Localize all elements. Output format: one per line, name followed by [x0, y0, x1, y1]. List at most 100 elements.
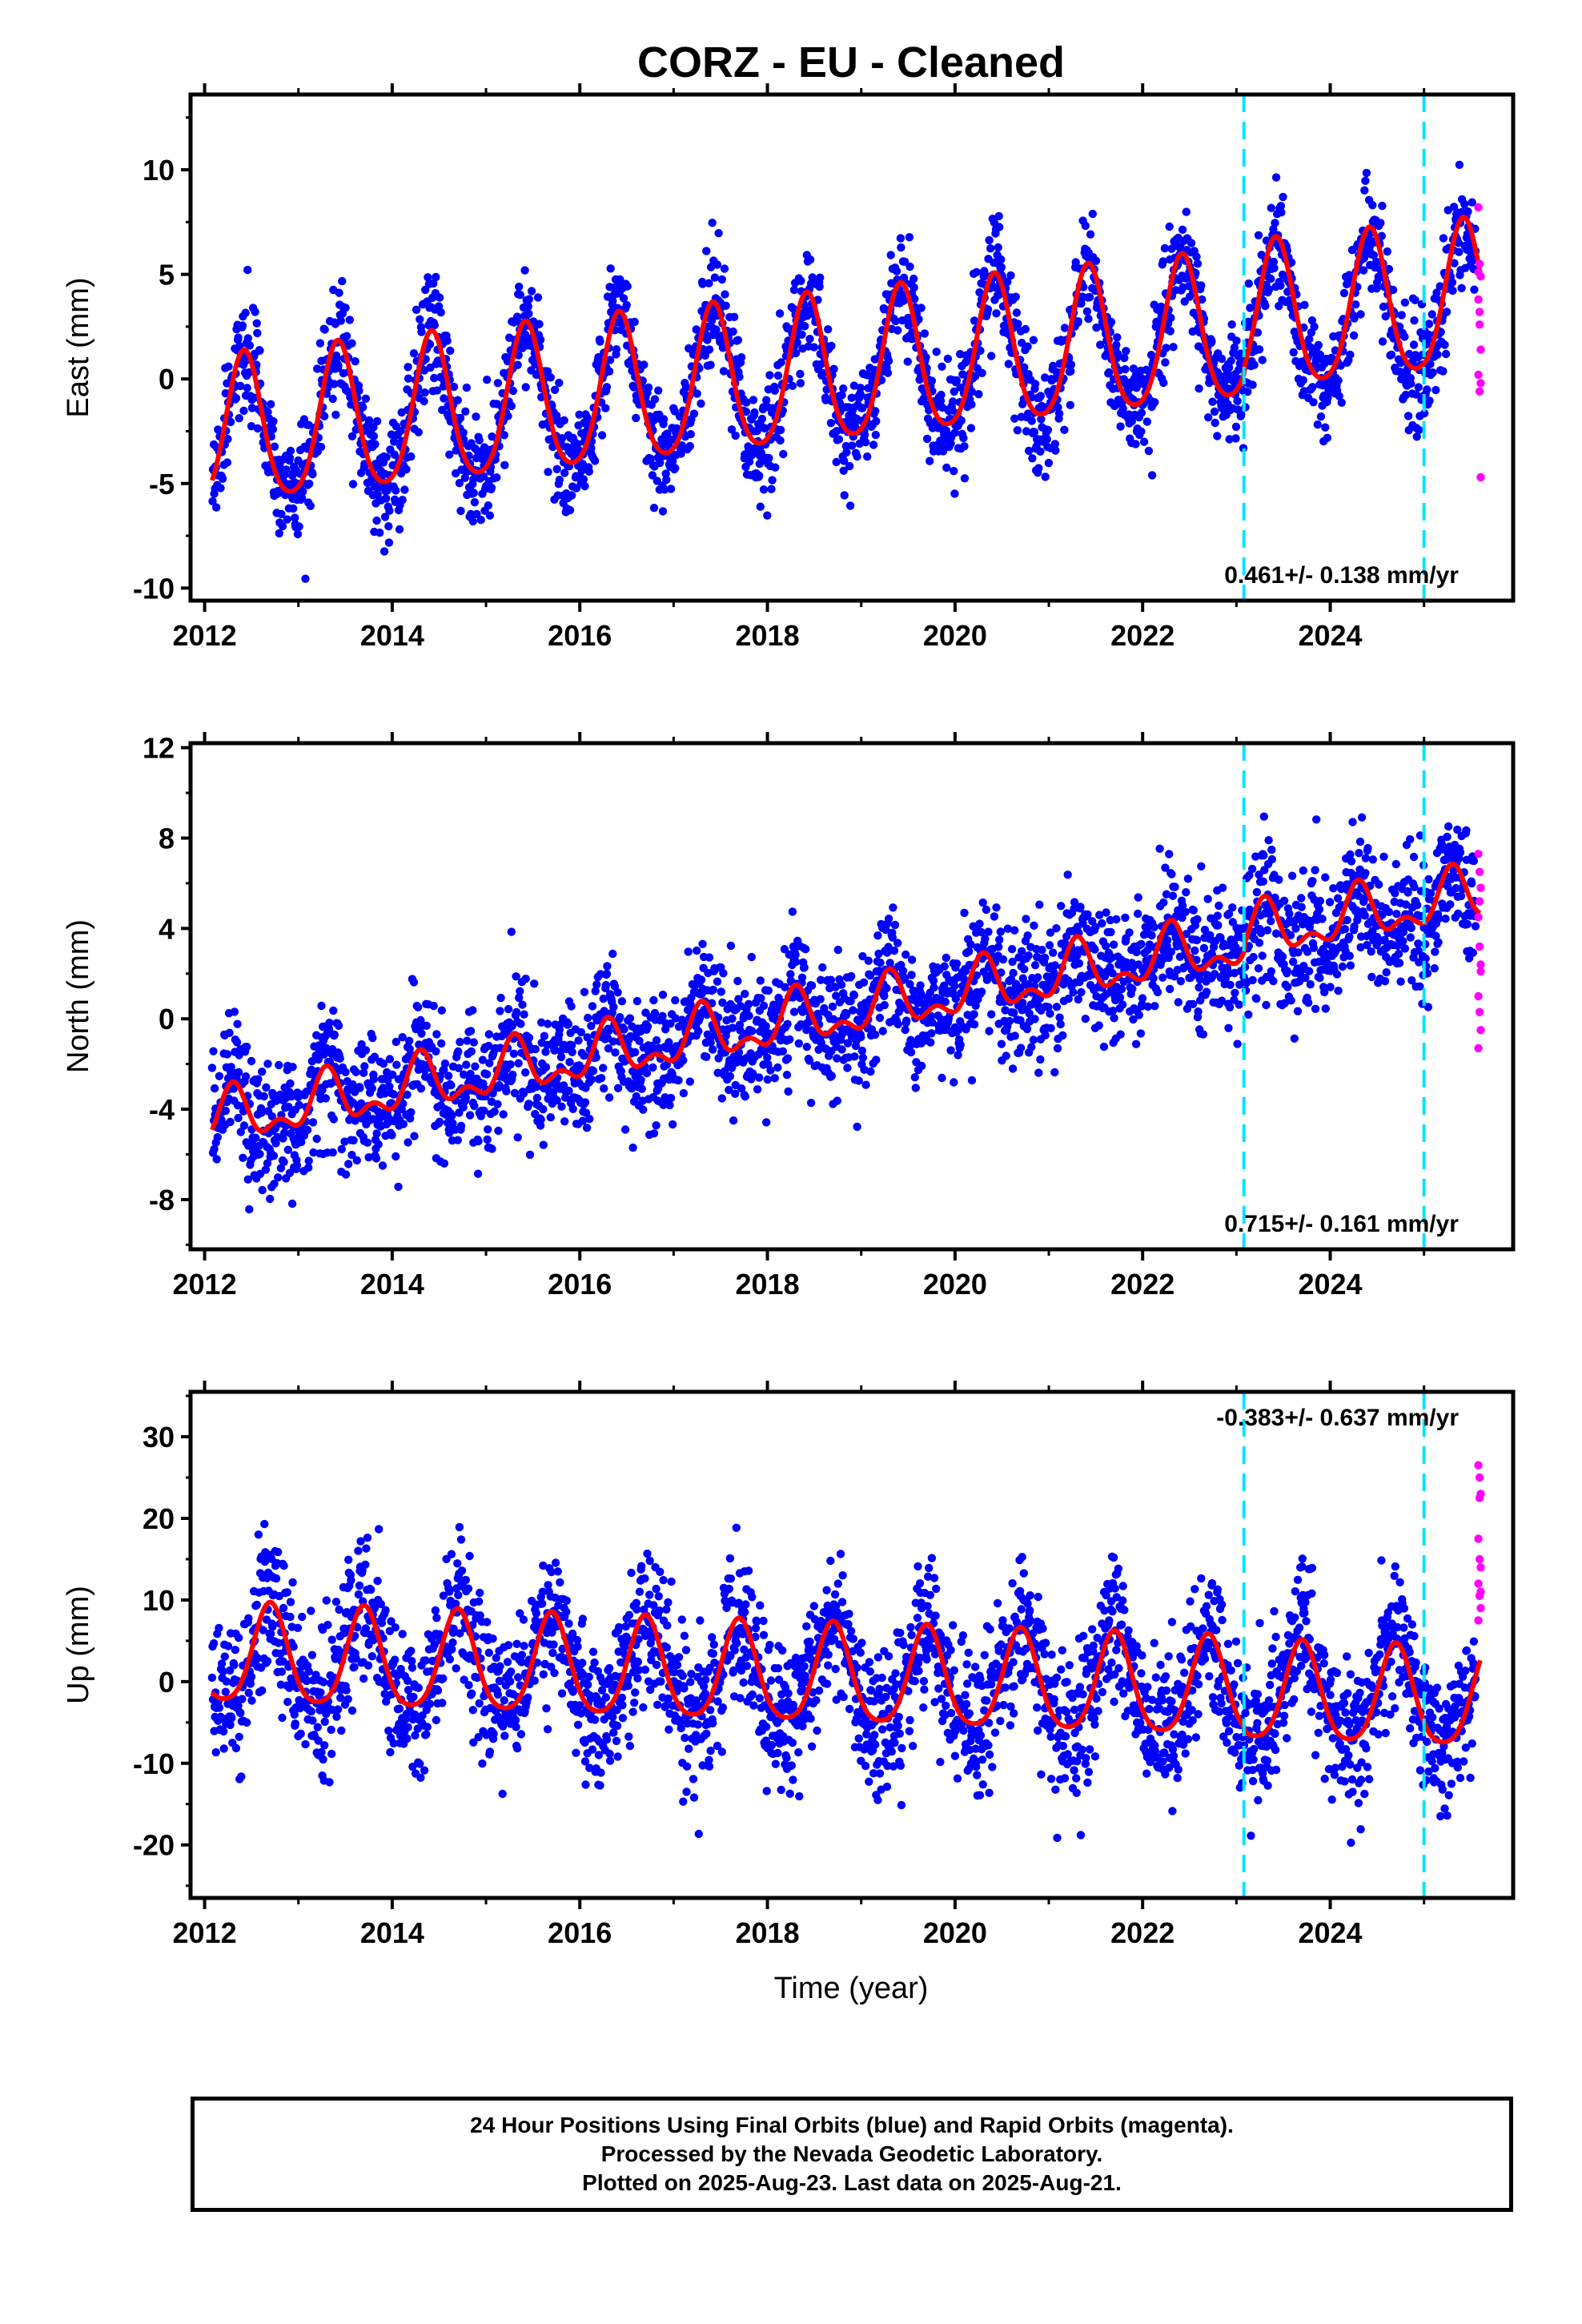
data-point: [970, 316, 979, 325]
data-point: [1198, 295, 1207, 304]
data-point: [512, 1007, 521, 1017]
data-point: [660, 485, 669, 494]
data-point: [561, 1093, 570, 1102]
data-point: [1162, 936, 1172, 945]
data-point: [537, 1018, 546, 1027]
data-point: [761, 1022, 770, 1031]
data-point: [255, 1149, 264, 1159]
data-point: [967, 388, 977, 396]
data-point: [462, 1060, 471, 1069]
data-point: [858, 404, 867, 412]
data-point: [721, 290, 729, 299]
data-point: [557, 434, 567, 443]
data-point: [927, 1029, 936, 1038]
data-point: [938, 362, 946, 371]
data-point: [1305, 335, 1314, 344]
data-point: [1253, 328, 1263, 337]
data-point: [1134, 909, 1142, 919]
data-point: [268, 424, 278, 434]
data-point: [1085, 292, 1094, 302]
data-point: [484, 1030, 493, 1039]
data-point: [773, 1063, 782, 1072]
rate-label: 0.461+/- 0.138 mm/yr: [1224, 562, 1459, 589]
data-point: [409, 978, 419, 987]
data-point: [577, 466, 586, 475]
data-point: [798, 1007, 807, 1016]
data-point: [596, 1074, 606, 1083]
data-point: [611, 1048, 620, 1057]
data-point: [602, 383, 612, 392]
data-point: [827, 341, 836, 351]
data-point: [612, 345, 621, 354]
data-point: [1030, 921, 1038, 931]
data-point: [588, 1067, 598, 1076]
data-point: [314, 1055, 323, 1064]
data-point: [816, 995, 825, 1003]
data-point: [484, 1041, 493, 1051]
data-point: [223, 435, 232, 444]
data-point: [263, 1159, 272, 1168]
data-point: [347, 1151, 356, 1160]
data-point: [809, 343, 818, 352]
data-point: [531, 1044, 540, 1054]
data-point: [508, 1070, 517, 1080]
data-point: [484, 1125, 492, 1134]
data-point: [1410, 316, 1419, 325]
data-point: [1378, 337, 1387, 346]
data-point: [493, 1100, 502, 1109]
data-point: [845, 501, 855, 510]
data-point: [251, 1133, 260, 1143]
data-point: [974, 390, 983, 399]
data-point: [371, 1154, 381, 1163]
data-point: [1041, 953, 1050, 963]
data-point: [1415, 425, 1423, 435]
data-point: [970, 1020, 979, 1029]
data-point: [1168, 891, 1178, 900]
data-point: [674, 1076, 683, 1085]
data-point: [1224, 363, 1234, 372]
data-point: [466, 509, 476, 519]
data-point: [681, 383, 691, 392]
data-point: [541, 1063, 551, 1072]
data-point: [1157, 302, 1166, 312]
data-point: [982, 905, 991, 915]
data-point: [671, 1014, 681, 1023]
data-point: [801, 322, 809, 331]
data-point: [942, 463, 951, 472]
data-point: [239, 1153, 247, 1163]
data-point: [954, 1051, 962, 1059]
data-point: [875, 1013, 885, 1023]
data-point: [459, 428, 468, 437]
data-point: [1426, 360, 1435, 368]
data-point: [604, 367, 614, 376]
data-point: [440, 1159, 449, 1168]
data-point: [471, 1062, 480, 1071]
data-point: [1008, 1064, 1018, 1073]
data-point: [741, 1092, 749, 1101]
data-point: [880, 991, 889, 1001]
data-point: [1184, 282, 1194, 291]
data-point: [916, 981, 925, 990]
data-point: [473, 1169, 483, 1178]
data-point: [906, 1047, 916, 1057]
data-point: [1337, 398, 1347, 407]
data-point: [1169, 343, 1178, 352]
data-point: [407, 1108, 416, 1117]
data-point: [395, 525, 404, 534]
data-point: [1125, 928, 1134, 937]
data-point: [630, 317, 639, 327]
data-point: [461, 407, 470, 416]
data-point: [871, 1030, 880, 1039]
data-point: [652, 1035, 661, 1045]
data-point: [1134, 1011, 1144, 1019]
data-point: [701, 351, 709, 360]
data-point: [578, 1116, 588, 1125]
data-point: [1060, 324, 1070, 332]
data-point: [325, 1019, 334, 1027]
data-point: [671, 464, 680, 472]
data-point: [407, 452, 416, 461]
data-point: [1121, 364, 1130, 374]
data-point: [1400, 298, 1410, 307]
data-point: [568, 1040, 576, 1050]
data-point: [568, 491, 576, 500]
